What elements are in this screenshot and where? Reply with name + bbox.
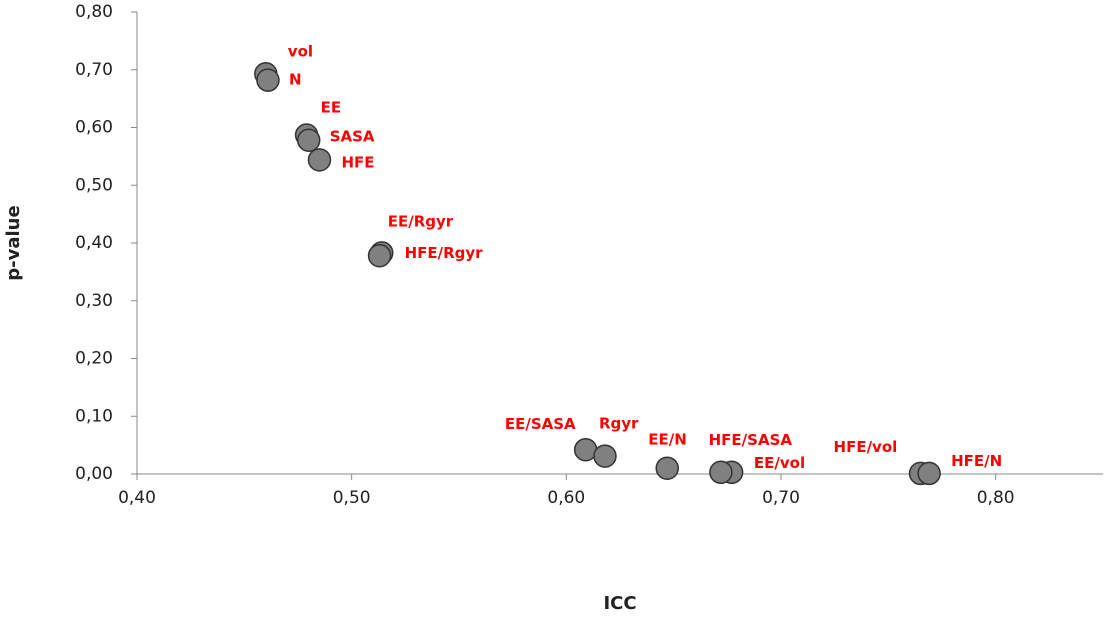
y-tick-label: 0,50 (75, 175, 113, 195)
point-label: EE (321, 99, 342, 117)
point-label: SASA (330, 128, 375, 146)
x-tick-label: 0,40 (118, 488, 156, 508)
point-label: HFE/SASA (709, 431, 793, 449)
y-tick-label: 0,10 (75, 406, 113, 426)
point (593, 444, 617, 468)
x-tick-label: 0,50 (333, 488, 371, 508)
point (917, 461, 941, 486)
point (709, 460, 733, 485)
y-axis-title: p-value (3, 205, 24, 280)
point-label: EE/N (648, 431, 687, 449)
x-tick-label: 0,60 (547, 488, 585, 508)
point-label: vol (288, 42, 313, 60)
y-tick-label: 0,30 (75, 291, 113, 311)
point (367, 243, 392, 268)
y-tick-label: 0,60 (75, 118, 113, 138)
x-tick-label: 0,80 (977, 488, 1015, 508)
point-label: EE/Rgyr (388, 212, 454, 230)
point-label: HFE/vol (834, 438, 898, 456)
point (307, 148, 332, 172)
y-tick-label: 0,00 (75, 464, 113, 484)
point-label: EE/SASA (505, 415, 576, 433)
point-label: EE/vol (754, 454, 805, 472)
y-tick-label: 0,70 (75, 60, 113, 80)
y-tick-label: 0,20 (75, 349, 113, 369)
point (256, 68, 280, 92)
point-label: HFE/N (951, 452, 1002, 470)
point-label: Rgyr (599, 415, 639, 433)
x-axis-title: ICC (603, 593, 636, 614)
point-label: N (289, 71, 302, 89)
y-tick-label: 0,80 (75, 2, 113, 22)
point-label: HFE (341, 153, 374, 171)
y-tick-label: 0,40 (75, 233, 113, 253)
point (296, 128, 321, 152)
point (655, 456, 679, 480)
point-label: HFE/Rgyr (405, 244, 484, 262)
x-tick-label: 0,70 (762, 488, 800, 508)
